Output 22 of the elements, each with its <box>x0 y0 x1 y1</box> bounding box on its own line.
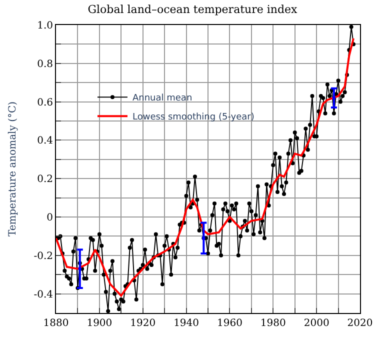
x-tick-label: 1980 <box>260 318 286 329</box>
y-axis-title: Temperature anomaly (°C) <box>8 101 19 237</box>
chart-title: Global land–ocean temperature index <box>88 2 298 16</box>
x-tick-label: 2000 <box>304 318 330 329</box>
y-tick-label: -0.2 <box>34 250 53 262</box>
x-tick-label: 1920 <box>130 318 156 329</box>
y-tick-label: 0 <box>46 212 53 224</box>
y-tick-label: 0.6 <box>37 97 53 108</box>
point <box>332 96 336 100</box>
y-tick-label: 0.4 <box>37 136 53 147</box>
x-tick-label: 2020 <box>347 318 373 329</box>
x-tick-label: 1900 <box>86 318 112 329</box>
x-tick-label: 1940 <box>174 318 200 329</box>
x-tick-label: 1960 <box>216 318 242 329</box>
y-tick-label: 0.8 <box>37 58 53 70</box>
y-tick-label: 1.0 <box>37 20 53 32</box>
legend-label: Annual mean <box>132 94 192 104</box>
x-tick-label: 1880 <box>43 318 69 329</box>
point <box>78 267 82 270</box>
legend-label: Lowess smoothing (5-year) <box>132 112 254 123</box>
y-tick-label: 0.2 <box>37 174 53 186</box>
y-tick-label: -0.4 <box>34 289 53 300</box>
